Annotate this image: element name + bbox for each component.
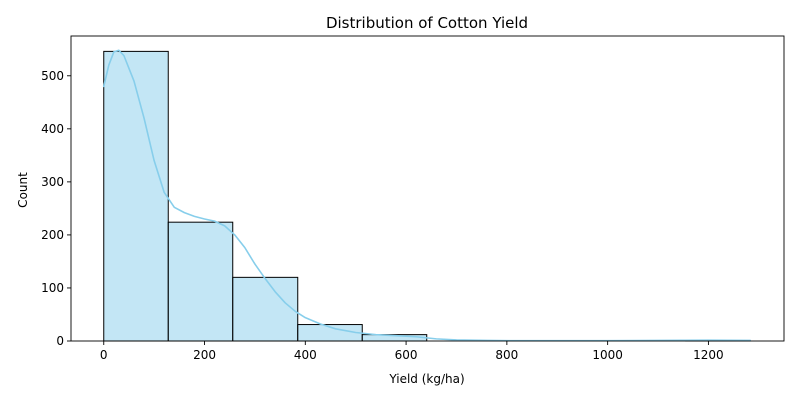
x-tick-label-200: 200 (193, 348, 216, 362)
x-tick-label-600: 600 (395, 348, 418, 362)
kde-layer (102, 49, 752, 342)
y-tick-label-100: 100 (41, 281, 64, 295)
x-tick-label-1200: 1200 (693, 348, 724, 362)
x-tick-label-1000: 1000 (592, 348, 623, 362)
y-tick-label-500: 500 (41, 69, 64, 83)
x-tick-label-0: 0 (100, 348, 108, 362)
x-tick-label-800: 800 (495, 348, 518, 362)
x-ticks: 0 200 400 600 800 1000 1200 (100, 341, 724, 362)
chart-title: Distribution of Cotton Yield (326, 14, 528, 32)
y-axis-label: Count (16, 172, 30, 208)
x-axis-label: Yield (kg/ha) (388, 372, 464, 386)
y-tick-label-300: 300 (41, 175, 64, 189)
axes-layer (70, 35, 785, 342)
y-tick-label-400: 400 (41, 122, 64, 136)
y-tick-label-0: 0 (56, 334, 64, 348)
plot-frame (70, 35, 785, 342)
histogram-bar-1 (167, 221, 234, 342)
y-tick-label-200: 200 (41, 228, 64, 242)
histogram-bar-2 (232, 276, 299, 342)
y-ticks: 0 100 200 300 400 500 (41, 69, 71, 348)
histogram-bar-0 (103, 50, 169, 342)
bars-layer (103, 50, 751, 342)
kde-line (102, 49, 752, 342)
x-tick-label-400: 400 (294, 348, 317, 362)
